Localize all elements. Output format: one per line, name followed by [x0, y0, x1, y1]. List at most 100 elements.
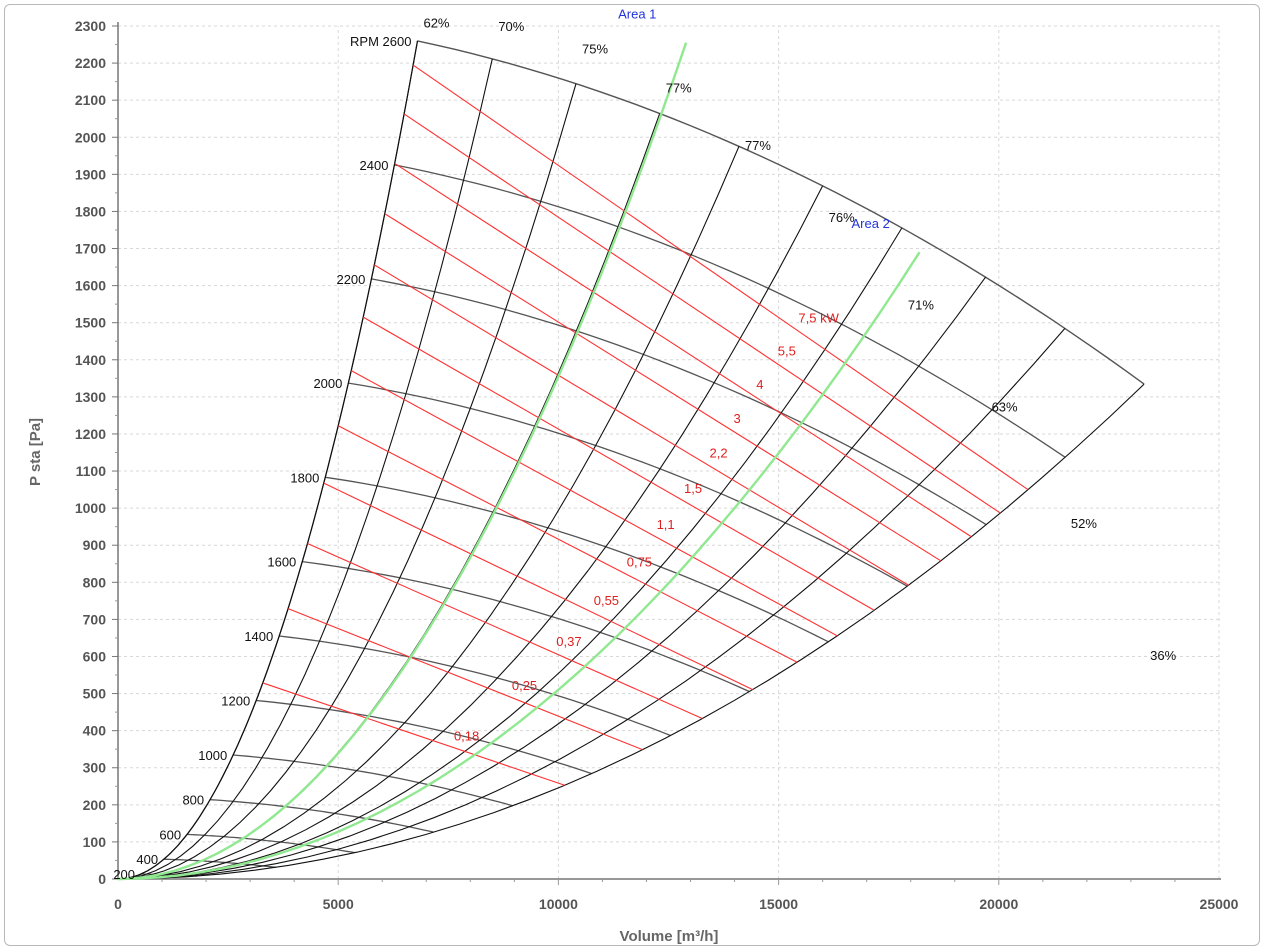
system-curve-label: Area 1: [618, 7, 656, 22]
power-line: [337, 425, 798, 663]
rpm-label: 1600: [267, 555, 296, 570]
power-line: [362, 316, 875, 611]
y-tick-label: 1700: [75, 241, 106, 257]
system-curve: [117, 42, 688, 881]
efficiency-line: [117, 328, 1066, 880]
power-label: 0,55: [594, 593, 619, 608]
efficiency-line: [117, 83, 577, 880]
rpm-curve: [302, 560, 750, 693]
rpm-label: 2200: [336, 272, 365, 287]
efficiency-label: 76%: [829, 210, 855, 225]
system-curves: [117, 42, 921, 881]
power-line: [287, 608, 643, 751]
efficiency-label: 71%: [908, 297, 934, 312]
rpm-label: 600: [159, 827, 181, 842]
power-label: 5,5: [778, 343, 796, 358]
system-curve-label: Area 2: [852, 216, 890, 231]
efficiency-label: 75%: [582, 41, 608, 56]
efficiency-label: 52%: [1071, 516, 1097, 531]
efficiency-line: [117, 383, 1145, 880]
y-tick-label: 200: [83, 797, 107, 813]
x-axis-title: Volume [m³/h]: [620, 928, 719, 945]
power-lines: [262, 64, 1029, 786]
efficiency-line: [117, 58, 493, 880]
efficiency-label: 70%: [498, 19, 524, 34]
efficiency-line: [117, 276, 987, 880]
axes: 0 100 200 300 400 500 600 700 800 900 1000 1100 1200…: [75, 18, 1239, 912]
power-line: [394, 163, 972, 538]
y-tick-label: 2200: [75, 55, 106, 71]
y-tick-label: 1400: [75, 352, 106, 368]
y-tick-label: 1900: [75, 166, 106, 182]
efficiency-label: 77%: [666, 80, 692, 95]
y-tick-label: 1000: [75, 500, 106, 516]
y-tick-label: 1600: [75, 278, 106, 294]
rpm-curve: [325, 476, 829, 643]
power-label: 0,18: [454, 728, 479, 743]
power-label: 0,37: [556, 634, 581, 649]
rpm-curve: [187, 833, 355, 854]
y-tick-label: 1500: [75, 315, 106, 331]
rpm-curve: [348, 382, 908, 587]
x-tick-label: 5000: [323, 896, 354, 912]
power-label: 3: [734, 411, 741, 426]
y-tick-label: 300: [83, 760, 107, 776]
rpm-label: RPM 2600: [350, 34, 411, 49]
power-line: [307, 542, 703, 720]
y-tick-label: 1800: [75, 203, 106, 219]
power-label: 4: [756, 377, 763, 392]
rpm-curve: [256, 699, 592, 775]
rpm-curve: [233, 754, 513, 807]
power-line: [412, 64, 1029, 491]
y-tick-label: 1300: [75, 389, 106, 405]
power-label: 7,5 kW: [798, 310, 839, 325]
rpm-curves: [140, 40, 1145, 877]
rpm-label: 1800: [290, 470, 319, 485]
y-tick-label: 700: [83, 611, 107, 627]
power-label: 0,75: [627, 554, 652, 569]
y-tick-label: 800: [83, 574, 107, 590]
system-curve: [117, 251, 921, 881]
power-label: 1,1: [657, 517, 675, 532]
efficiency-line: [117, 185, 824, 880]
efficiency-label: 63%: [992, 399, 1018, 414]
chart-frame: [4, 4, 1260, 946]
y-tick-label: 2300: [75, 18, 106, 34]
y-tick-label: 900: [83, 537, 107, 553]
x-tick-label: 25000: [1200, 896, 1239, 912]
x-tick-label: 15000: [759, 896, 798, 912]
power-line: [403, 113, 1001, 514]
rpm-label: 2000: [313, 376, 342, 391]
power-label: 2,2: [710, 446, 728, 461]
power-line: [350, 370, 838, 637]
power-label: 0,25: [512, 678, 537, 693]
rpm-curve: [164, 858, 276, 868]
grid: [118, 25, 1220, 879]
rpm-label: 1000: [198, 748, 227, 763]
y-tick-label: 400: [83, 723, 107, 739]
efficiency-lines: [117, 40, 1145, 880]
rpm-curve: [394, 164, 1066, 458]
y-tick-label: 100: [83, 834, 107, 850]
rpm-label: 1400: [244, 629, 273, 644]
rpm-label: 800: [182, 793, 204, 808]
efficiency-label: 62%: [423, 15, 449, 30]
rpm-label: 1200: [221, 693, 250, 708]
rpm-curve: [417, 40, 1145, 385]
power-line: [323, 482, 753, 691]
efficiency-label: 36%: [1150, 648, 1176, 663]
rpm-curve: [371, 278, 987, 526]
rpm-label: 2400: [360, 158, 389, 173]
efficiency-line: [117, 40, 419, 880]
efficiency-line: [117, 227, 903, 880]
efficiency-line: [117, 113, 661, 880]
power-label: 1,5: [684, 481, 702, 496]
x-tick-label: 0: [114, 896, 122, 912]
rpm-curve: [279, 635, 671, 737]
y-tick-label: 1200: [75, 426, 106, 442]
y-tick-label: 2000: [75, 129, 106, 145]
power-line: [384, 213, 942, 562]
y-tick-label: 2100: [75, 92, 106, 108]
y-tick-label: 500: [83, 686, 107, 702]
